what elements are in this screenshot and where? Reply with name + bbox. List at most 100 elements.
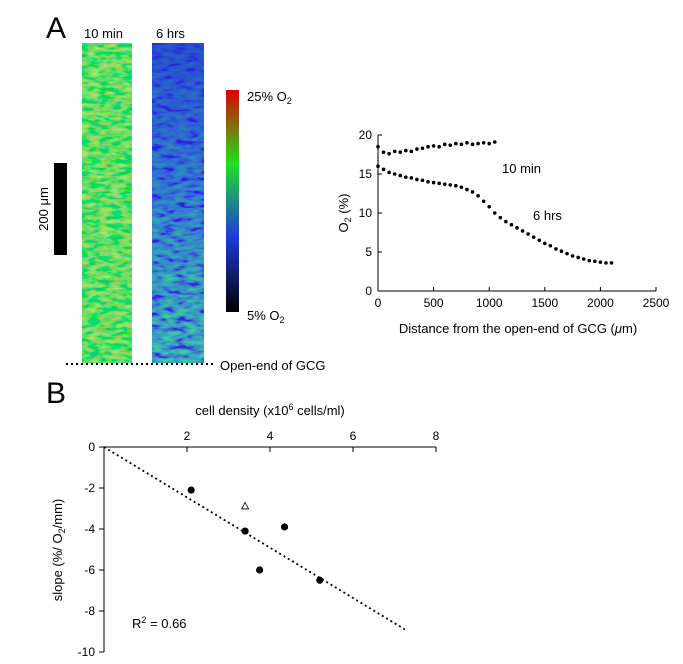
o2-data-point [476,194,480,198]
o2-y-tick-label: 0 [365,284,372,298]
image-strip-6hrs [152,43,204,363]
scale-bar: 200 μm [36,163,67,255]
o2-data-point [581,257,586,261]
density-y-tick-label: -2 [84,481,95,495]
density-data-point [316,576,324,584]
o2-data-point [559,249,564,254]
o2-data-point [459,142,464,147]
o2-data-point [415,177,419,182]
o2-data-point [392,149,397,154]
o2-data-point [515,226,519,230]
o2-data-point [509,222,514,227]
density-chart-marks [103,446,406,631]
o2-data-point [526,232,530,236]
strip-label-6hrs: 6 hrs [156,26,185,41]
o2-data-point [404,175,408,179]
o2-data-point [543,241,547,246]
o2-data-point [409,176,414,180]
o2-data-point [598,260,603,264]
o2-data-point [415,147,419,151]
series-label-6hrs: 6 hrs [533,208,562,223]
o2-data-point [470,142,475,147]
o2-data-point [448,143,453,147]
o2-data-point [587,258,592,263]
o2-data-point [398,173,403,178]
o2-chart-xlabel: Distance from the open-end of GCG (μm) [399,321,637,336]
image-strip-10min [82,43,132,363]
density-y-tick-label: 0 [88,440,95,454]
o2-data-point [504,219,508,224]
o2-data-point [465,141,469,145]
o2-data-point [404,148,408,153]
regression-fit-line [103,446,406,631]
o2-data-point [398,150,403,154]
o2-data-point [392,172,397,176]
o2-data-point [481,199,486,204]
o2-y-tick-label: 5 [365,245,372,259]
density-y-tick-label: -10 [78,645,96,659]
o2-data-point [492,140,497,144]
o2-data-point [498,215,503,220]
o2-data-point [431,180,436,185]
density-y-tick-label: -8 [84,604,95,618]
density-x-tick-label: 2 [184,429,191,443]
o2-y-tick-label: 10 [359,206,373,220]
o2-series-10min [376,140,497,156]
o2-x-tick-label: 0 [375,296,382,310]
scale-bar-label: 200 μm [36,187,51,231]
o2-data-point [426,144,430,149]
o2-chart-ticks: 0 500 1000 1500 2000 2500 0 5 10 15 20 [359,128,670,310]
o2-data-point [481,141,486,145]
o2-data-point [381,167,386,172]
density-chart-ticks: 2 4 6 8 0 -2 -4 -6 -8 -10 [78,429,440,659]
o2-profile-chart: 0 500 1000 1500 2000 2500 0 5 10 15 20 10 min 6 hr… [336,128,670,336]
panel-a-letter: A [46,12,66,45]
o2-y-tick-label: 20 [359,128,373,142]
o2-data-point [531,235,536,239]
o2-data-point [454,183,458,188]
colorbar: 25% O2 5% O2 [226,89,292,325]
panel-b-letter: B [46,377,66,410]
o2-data-point [487,204,492,209]
density-x-tick-label: 6 [350,429,357,443]
o2-x-tick-label: 1000 [476,296,503,310]
o2-data-point [376,144,380,149]
o2-data-point [465,187,469,192]
o2-data-point [593,259,597,264]
strip-label-10min: 10 min [84,26,123,41]
o2-data-point [376,164,380,168]
o2-data-point [431,144,436,148]
open-triangle-point [240,501,250,510]
o2-data-point [565,251,569,256]
o2-data-point [609,261,614,265]
o2-data-point [426,180,430,184]
density-y-tick-label: -6 [84,563,95,577]
o2-chart-ylabel: O2 (%) [336,194,353,233]
o2-data-point [576,255,580,260]
slope-vs-density-chart: cell density (x106 cells/ml) 2 4 6 8 0 -2 -4 -6… [50,402,440,659]
o2-x-tick-label: 2000 [587,296,614,310]
density-data-point [280,523,289,531]
o2-chart-axes [377,135,656,292]
o2-data-point [437,181,441,186]
o2-data-point [442,142,447,147]
o2-data-point [448,183,453,187]
o2-data-point [454,141,458,146]
colorbar-bottom-label: 5% O2 [247,308,285,325]
density-x-tick-label: 8 [433,429,440,443]
open-end-label: Open-end of GCG [220,358,326,373]
o2-chart-points [376,140,614,265]
series-label-10min: 10 min [502,161,541,176]
colorbar-top-label: 25% O2 [247,89,292,106]
o2-data-point [492,211,497,215]
o2-data-point [409,149,414,154]
density-data-point [256,566,264,574]
o2-data-point [487,141,492,146]
o2-data-point [520,229,525,233]
o2-data-point [387,151,391,156]
density-data-point [241,527,249,535]
o2-data-point [437,144,441,149]
density-y-tick-label: -4 [84,522,95,536]
o2-data-point [420,146,425,151]
